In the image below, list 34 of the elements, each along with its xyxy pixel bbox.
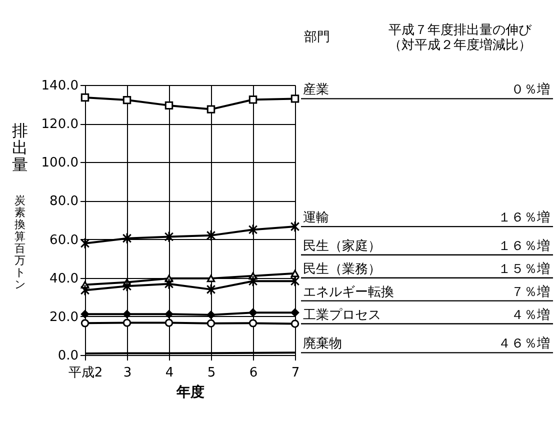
y-tick-label: 100.0 (41, 156, 78, 171)
text: ４６％増 (498, 336, 550, 352)
x-tick-label: 7 (291, 366, 300, 380)
text: ７％増 (511, 284, 550, 300)
text: 炭素換算百万トン (14, 194, 26, 291)
x-axis-title: 年度 (176, 384, 204, 400)
y-tick-label: 40.0 (50, 271, 78, 286)
y-axis-title: 排出量 (12, 121, 28, 174)
series-label: 運輸 (303, 210, 329, 226)
x-tick-label: 3 (123, 366, 132, 380)
series-label: 民生（業務） (303, 262, 381, 277)
text: 平成７年度排出量の伸び (388, 22, 532, 38)
series-label: 工業プロセス (303, 308, 381, 323)
text: １６％増 (498, 238, 550, 254)
series-label: エネルギー転換 (303, 284, 394, 300)
series-label: 廃棄物 (303, 336, 342, 352)
legend-title: 部門 (304, 30, 330, 45)
y-tick-label: 0.0 (58, 348, 78, 364)
x-tick-label: 4 (165, 366, 174, 380)
text: １６％増 (498, 210, 550, 226)
text: （対平成２年度増減比） (388, 37, 532, 53)
series-label: 民生（家庭） (303, 238, 381, 254)
series-label: 産業 (303, 82, 329, 98)
text: １５％増 (498, 260, 550, 277)
text: ０％増 (511, 82, 550, 98)
y-tick-label: 120.0 (41, 117, 78, 132)
x-tick-label: 平成2 (68, 366, 103, 380)
y-tick-label: 60.0 (50, 232, 78, 248)
text: ４％増 (511, 306, 550, 323)
x-tick-label: 5 (207, 366, 216, 380)
y-tick-label: 20.0 (50, 310, 78, 325)
x-tick-label: 6 (249, 366, 258, 380)
y-tick-label: 140.0 (41, 78, 78, 94)
y-tick-label: 80.0 (50, 194, 78, 210)
